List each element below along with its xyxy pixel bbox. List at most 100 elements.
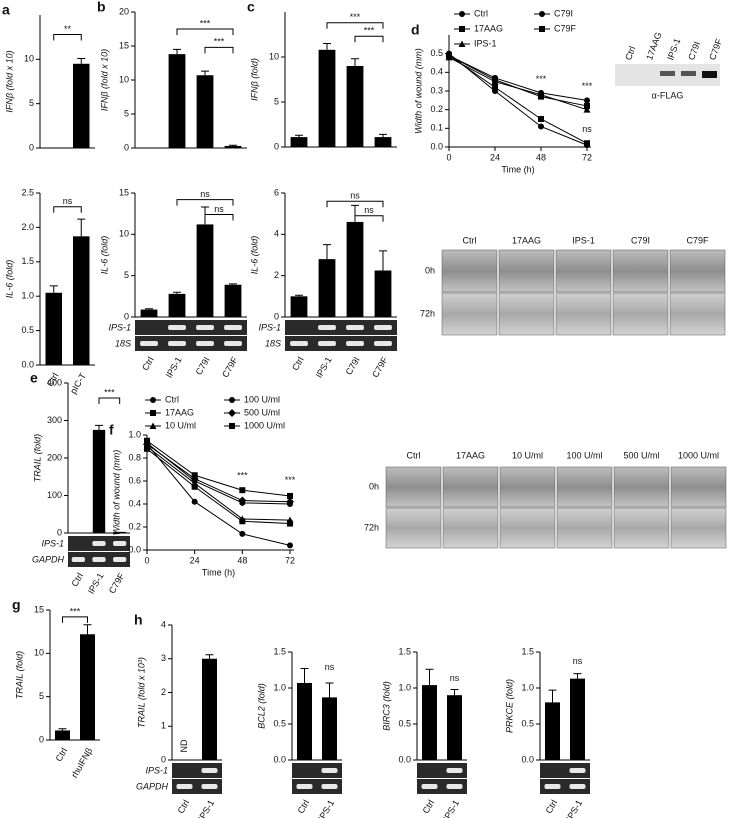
image-column-label: 500 U/ml bbox=[623, 450, 659, 460]
y-tick-label: 200 bbox=[47, 452, 62, 462]
x-tick-label: C79I bbox=[194, 355, 212, 376]
bar bbox=[196, 75, 214, 148]
x-tick-label: Ctrl bbox=[176, 798, 192, 815]
significance-bracket bbox=[354, 35, 384, 43]
gel-band bbox=[374, 341, 392, 346]
data-point bbox=[238, 496, 247, 505]
significance-label: ns bbox=[364, 205, 374, 215]
significance-label: *** bbox=[582, 81, 593, 91]
bar bbox=[322, 697, 337, 760]
y-tick-label: 2 bbox=[274, 270, 279, 280]
gel-label: IPS-1 bbox=[41, 538, 64, 548]
gel-row bbox=[285, 320, 397, 335]
x-tick-label: Ctrl bbox=[140, 355, 156, 372]
micrograph bbox=[670, 466, 727, 508]
error-bar bbox=[145, 308, 153, 310]
gel-label: 18S bbox=[115, 338, 131, 348]
gel-band bbox=[374, 325, 392, 330]
y-tick-label: 10 bbox=[119, 74, 129, 84]
y-tick-label: 0.2 bbox=[430, 104, 443, 114]
y-tick-label: 0.5 bbox=[521, 718, 534, 728]
gel-band bbox=[201, 784, 218, 789]
y-tick-label: 0.2 bbox=[128, 521, 141, 531]
error-bar bbox=[379, 133, 387, 138]
gel-band bbox=[176, 784, 193, 789]
y-tick-label: 2.0 bbox=[21, 222, 34, 232]
y-tick-label: 0.5 bbox=[430, 48, 443, 58]
legend-marker bbox=[459, 11, 465, 17]
y-tick-label: 10 bbox=[269, 51, 279, 61]
error-bar bbox=[77, 57, 86, 64]
y-tick-label: 15 bbox=[119, 187, 129, 197]
blot-band bbox=[660, 71, 675, 76]
legend-label: 500 U/ml bbox=[244, 407, 280, 417]
error-bar bbox=[295, 134, 303, 138]
data-point bbox=[584, 102, 590, 109]
y-axis-label: Width of wound (mm) bbox=[111, 450, 121, 535]
x-tick-label: 0 bbox=[144, 555, 149, 565]
y-tick-label: 0.5 bbox=[21, 325, 34, 335]
image-column-label: 1000 U/ml bbox=[678, 450, 719, 460]
panel-label: d bbox=[411, 22, 420, 38]
y-tick-label: 2 bbox=[161, 687, 166, 697]
panel-label: a bbox=[2, 2, 10, 18]
significance-label: *** bbox=[200, 18, 211, 28]
legend-label: C79I bbox=[554, 8, 573, 18]
bar bbox=[168, 54, 186, 148]
gel-band bbox=[113, 541, 127, 546]
gel-row bbox=[285, 336, 397, 351]
y-tick-label: 0.1 bbox=[430, 123, 443, 133]
x-tick-label: C79F bbox=[107, 571, 127, 595]
y-tick-label: 4 bbox=[274, 229, 279, 239]
error-bar bbox=[300, 668, 309, 683]
x-tick-label: Ctrl bbox=[290, 355, 306, 372]
y-tick-label: 0.0 bbox=[273, 754, 286, 764]
data-point bbox=[287, 492, 293, 499]
micrograph bbox=[499, 507, 556, 549]
gel-band bbox=[544, 784, 561, 789]
significance-label: ns bbox=[214, 204, 224, 214]
gel-band bbox=[196, 325, 214, 330]
gel-row bbox=[172, 763, 222, 778]
y-tick-label: 0.0 bbox=[21, 359, 34, 369]
y-tick-label: 400 bbox=[47, 377, 62, 387]
blot-lane-label: IPS-1 bbox=[665, 37, 682, 62]
data-point bbox=[584, 97, 590, 104]
y-tick-label: 0.0 bbox=[128, 544, 141, 554]
data-point bbox=[538, 93, 544, 100]
y-axis-label: Width of wound (mm) bbox=[413, 48, 423, 133]
y-axis-label: BCL2 (fold) bbox=[256, 683, 266, 729]
x-axis-label: Time (h) bbox=[202, 567, 235, 577]
gel-band bbox=[196, 341, 214, 346]
gel-band bbox=[421, 784, 438, 789]
micrograph bbox=[442, 507, 499, 549]
bar bbox=[374, 270, 392, 317]
y-axis-label: TRAIL (fold) bbox=[32, 434, 42, 482]
y-tick-label: 1.5 bbox=[398, 646, 411, 656]
micrograph bbox=[441, 249, 498, 293]
y-tick-label: 15 bbox=[119, 40, 129, 50]
legend-marker bbox=[459, 26, 465, 32]
blot-lane-label: 17AAG bbox=[644, 31, 663, 62]
blot-lane-label: Ctrl bbox=[623, 45, 637, 62]
data-point bbox=[286, 516, 294, 524]
y-tick-label: 5 bbox=[274, 96, 279, 106]
x-tick-label: 72 bbox=[582, 152, 592, 162]
gel-row bbox=[417, 779, 467, 794]
image-row-label: 72h bbox=[420, 308, 435, 318]
legend-marker bbox=[229, 397, 235, 403]
y-tick-label: 1 bbox=[161, 721, 166, 731]
y-tick-label: 5 bbox=[29, 98, 34, 108]
series-line bbox=[146, 442, 291, 505]
bar bbox=[545, 702, 560, 760]
error-bar bbox=[173, 48, 181, 55]
gel-band bbox=[168, 325, 186, 330]
gel-label: 18S bbox=[265, 338, 281, 348]
data-point bbox=[492, 84, 498, 91]
y-tick-label: 0 bbox=[57, 527, 62, 537]
gel-label: IPS-1 bbox=[145, 765, 168, 775]
error-bar bbox=[379, 250, 387, 271]
series-line bbox=[146, 448, 291, 525]
bar bbox=[45, 292, 62, 365]
y-tick-label: 0.5 bbox=[398, 718, 411, 728]
